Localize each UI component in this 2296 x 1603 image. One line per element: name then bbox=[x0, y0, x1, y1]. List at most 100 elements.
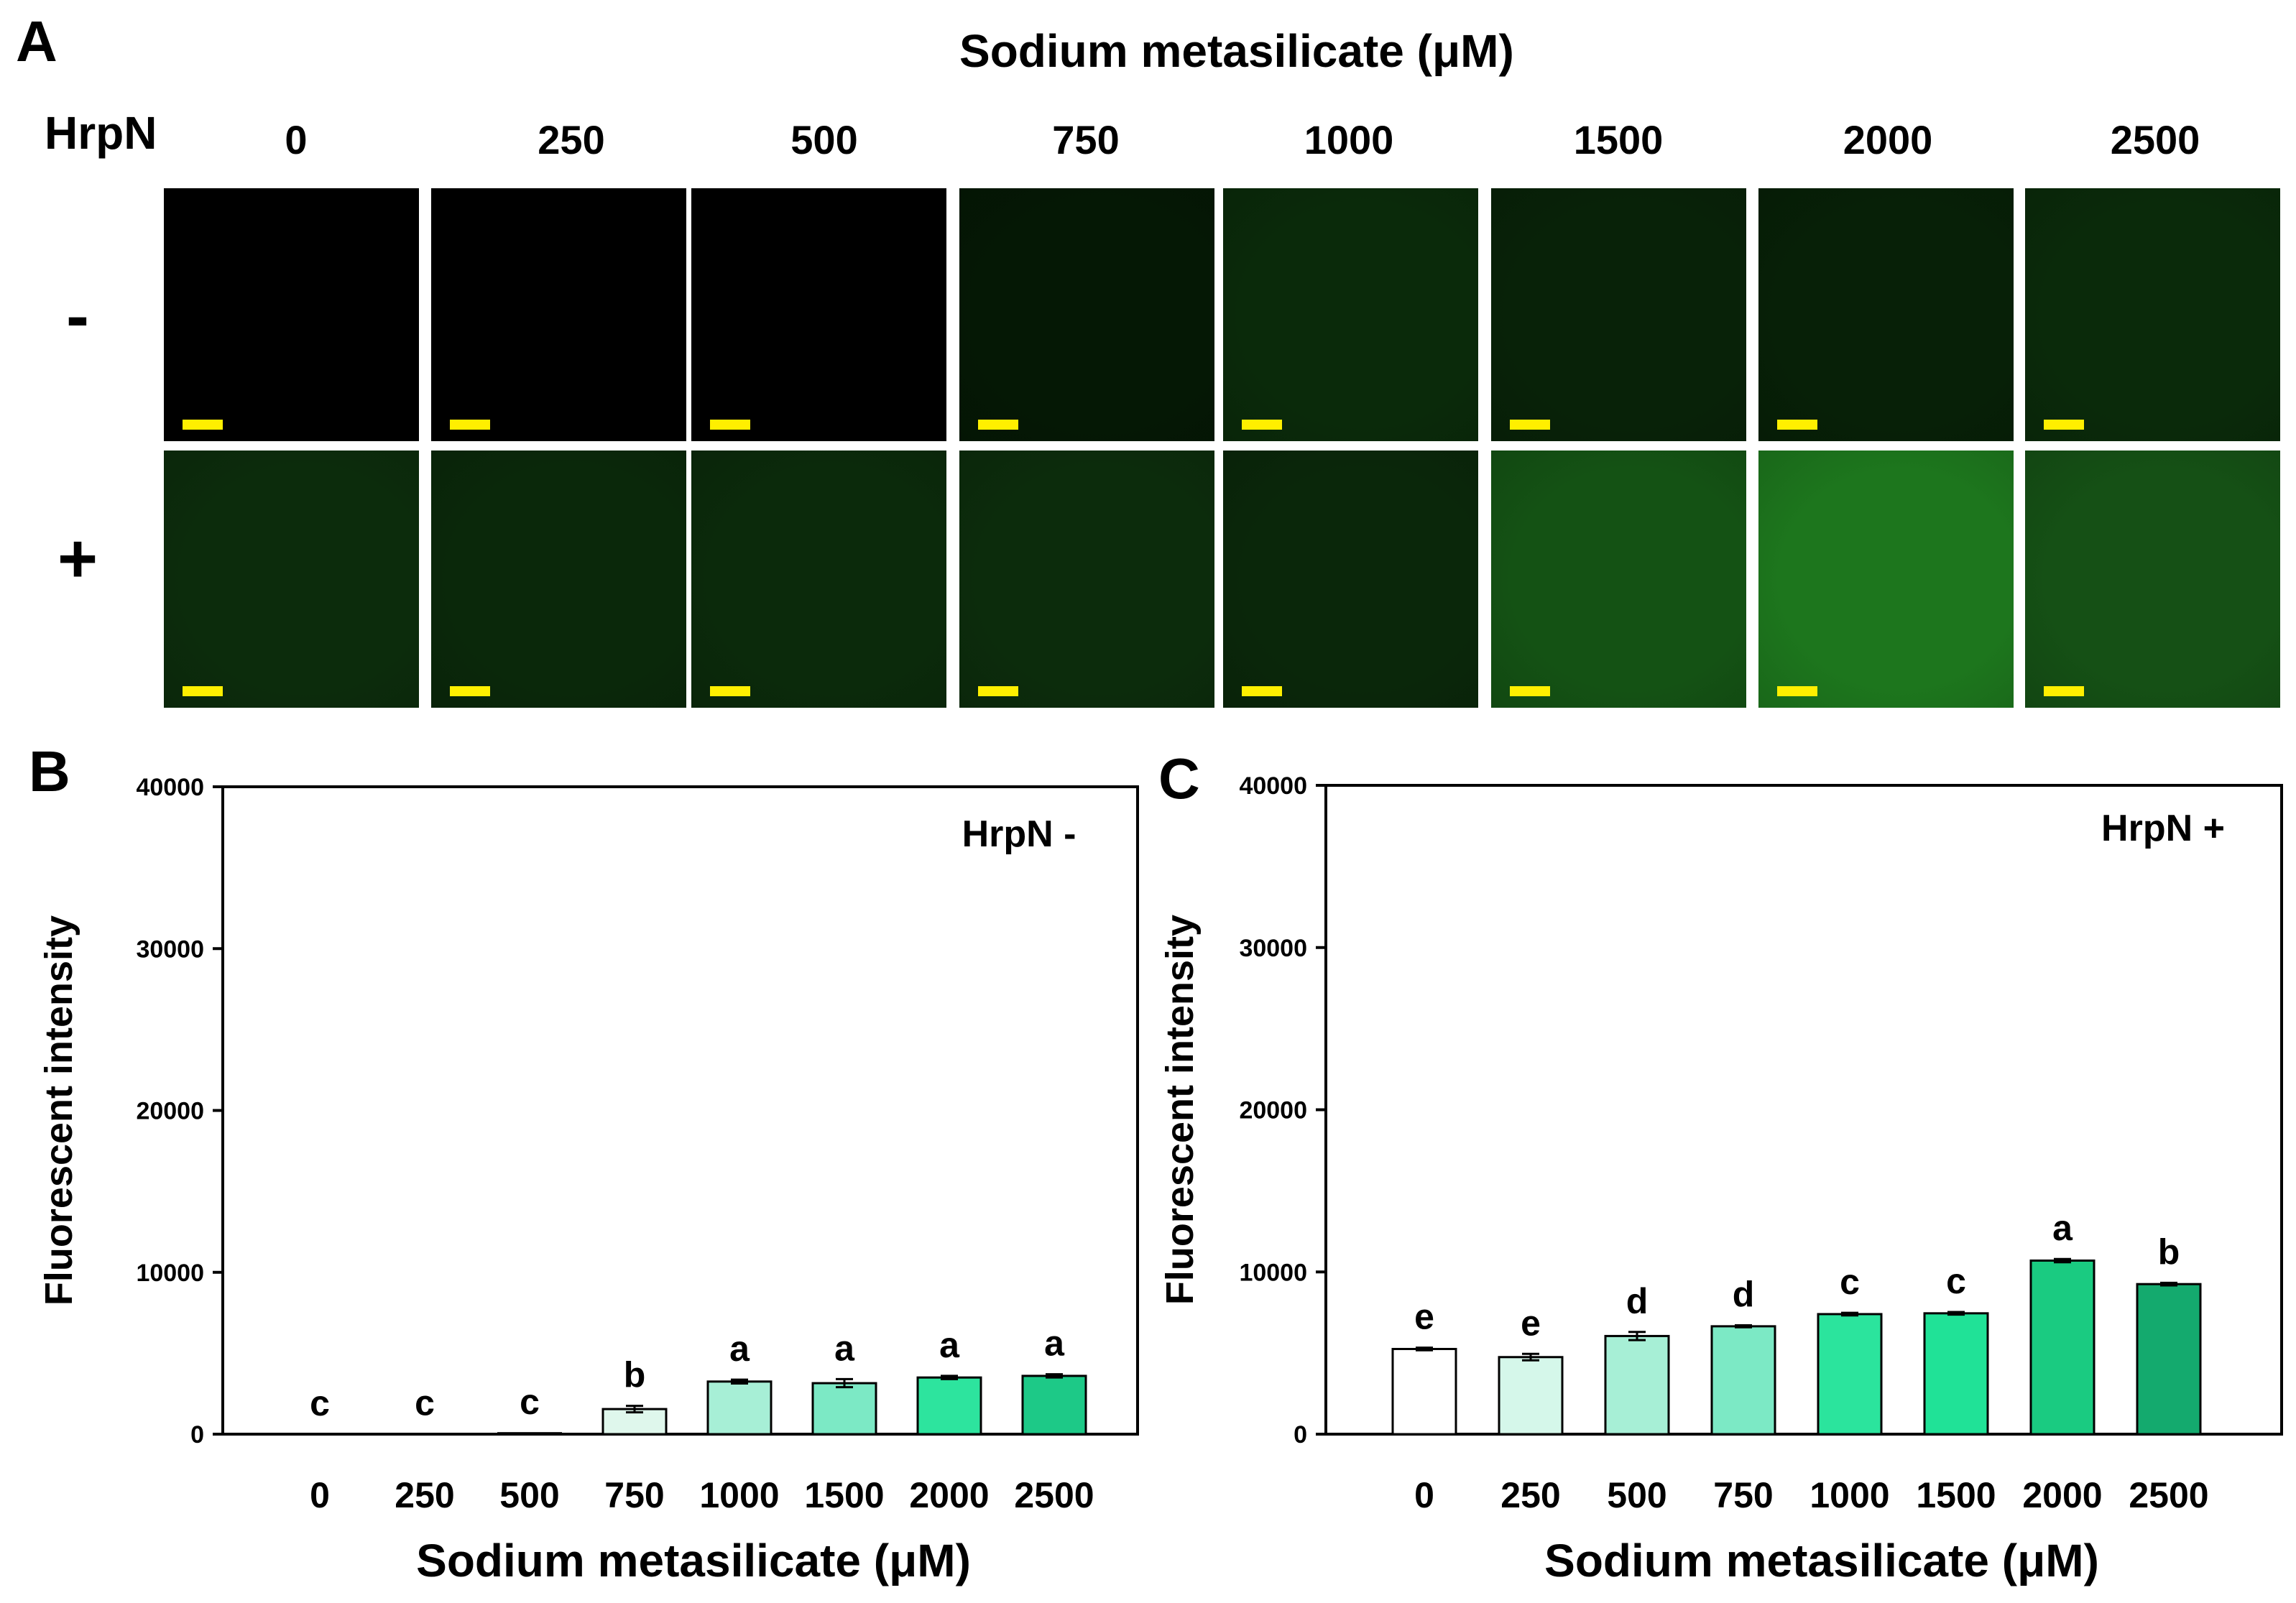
significance-letter: a bbox=[2052, 1208, 2073, 1248]
scale-bar bbox=[1777, 420, 1817, 430]
x-tick-label: 750 bbox=[1713, 1475, 1773, 1515]
scale-bar bbox=[978, 420, 1018, 430]
concentration-label: 0 bbox=[285, 117, 308, 162]
significance-letter: e bbox=[1521, 1303, 1541, 1343]
row-label-minus: - bbox=[66, 277, 89, 354]
x-tick-label: 2500 bbox=[2129, 1475, 2208, 1515]
panel-b-letter: B bbox=[29, 739, 70, 803]
micrograph-tile-plus-250 bbox=[431, 451, 686, 708]
significance-letter: a bbox=[939, 1325, 960, 1365]
y-tick-label: 30000 bbox=[1239, 935, 1307, 962]
y-tick-label: 10000 bbox=[1239, 1259, 1307, 1286]
significance-letter: a bbox=[834, 1328, 855, 1368]
scale-bar bbox=[450, 420, 490, 430]
bar bbox=[497, 1432, 562, 1435]
scale-bar bbox=[710, 420, 750, 430]
scale-bar bbox=[1242, 420, 1282, 430]
bar bbox=[1391, 1347, 1457, 1436]
x-tick-label: 250 bbox=[1500, 1475, 1560, 1515]
significance-letter: d bbox=[1733, 1275, 1755, 1315]
significance-letter: c bbox=[415, 1382, 435, 1423]
concentration-label: 1000 bbox=[1304, 117, 1394, 162]
bar bbox=[1710, 1325, 1776, 1436]
significance-letter: a bbox=[1044, 1323, 1065, 1364]
significance-letter: b bbox=[2158, 1232, 2180, 1272]
x-tick-label: 500 bbox=[499, 1475, 559, 1515]
scale-bar bbox=[1510, 686, 1550, 696]
panel-c-letter: C bbox=[1158, 747, 1200, 810]
micrograph-tile-minus-2000 bbox=[1758, 188, 2014, 441]
micrograph-tile-plus-1000 bbox=[1223, 451, 1478, 708]
bar bbox=[1923, 1312, 1989, 1436]
y-tick-label: 20000 bbox=[1239, 1097, 1307, 1124]
micrograph-tile-minus-2500 bbox=[2025, 188, 2280, 441]
bar bbox=[811, 1382, 877, 1436]
y-axis-title: Fluorescent intensity bbox=[37, 915, 80, 1306]
micrograph-tile-plus-750 bbox=[959, 451, 1214, 708]
x-tick-label: 1500 bbox=[804, 1475, 884, 1515]
bar bbox=[2029, 1259, 2096, 1436]
x-tick-label: 250 bbox=[395, 1475, 454, 1515]
scale-bar bbox=[710, 686, 750, 696]
y-tick-label: 0 bbox=[190, 1421, 204, 1449]
x-tick-label: 2500 bbox=[1014, 1475, 1094, 1515]
micrograph-tile-minus-0 bbox=[164, 188, 419, 441]
y-tick-label: 40000 bbox=[1239, 772, 1307, 800]
x-tick-label: 2000 bbox=[2022, 1475, 2102, 1515]
y-axis-title: Fluorescent intensity bbox=[1158, 915, 1202, 1305]
significance-letter: c bbox=[520, 1382, 540, 1422]
x-tick-label: 0 bbox=[1414, 1475, 1434, 1515]
concentration-label: 2500 bbox=[2110, 117, 2200, 162]
x-tick-label: 1000 bbox=[1809, 1475, 1889, 1515]
significance-letter: e bbox=[1414, 1297, 1434, 1337]
significance-letter: a bbox=[729, 1329, 750, 1369]
micrograph-tile-plus-1500 bbox=[1491, 451, 1746, 708]
bar bbox=[1817, 1313, 1883, 1436]
bar bbox=[706, 1380, 773, 1436]
bar bbox=[2136, 1283, 2202, 1436]
micrograph-tile-plus-2500 bbox=[2025, 451, 2280, 708]
bar bbox=[392, 1433, 457, 1435]
y-tick-label: 40000 bbox=[136, 774, 204, 801]
x-axis-title: Sodium metasilicate (μM) bbox=[416, 1535, 971, 1586]
scale-bar bbox=[2044, 686, 2084, 696]
concentration-label: 1500 bbox=[1573, 117, 1664, 162]
y-tick-label: 30000 bbox=[136, 936, 204, 963]
x-axis-title: Sodium metasilicate (μM) bbox=[1544, 1535, 2099, 1586]
scale-bar bbox=[183, 420, 223, 430]
significance-letter: c bbox=[310, 1383, 330, 1423]
bar bbox=[916, 1376, 982, 1436]
row-label-plus: + bbox=[57, 520, 98, 597]
micrograph-tile-minus-750 bbox=[959, 188, 1214, 441]
x-tick-label: 0 bbox=[310, 1475, 330, 1515]
scale-bar bbox=[1510, 420, 1550, 430]
scale-bar bbox=[183, 686, 223, 696]
panel-a-letter: A bbox=[16, 9, 57, 73]
hrpn-row-header: HrpN bbox=[45, 107, 157, 159]
micrograph-tile-plus-0 bbox=[164, 451, 419, 708]
micrograph-tile-minus-1500 bbox=[1491, 188, 1746, 441]
concentration-label: 250 bbox=[538, 117, 605, 162]
panel-a-title: Sodium metasilicate (μM) bbox=[959, 25, 1514, 77]
y-tick-label: 20000 bbox=[136, 1098, 204, 1125]
significance-letter: d bbox=[1626, 1281, 1649, 1321]
concentration-label: 2000 bbox=[1843, 117, 1933, 162]
y-tick-label: 10000 bbox=[136, 1260, 204, 1287]
series-annotation: HrpN - bbox=[962, 813, 1076, 855]
x-tick-label: 750 bbox=[604, 1475, 664, 1515]
y-tick-label: 0 bbox=[1294, 1421, 1307, 1449]
x-tick-label: 1000 bbox=[699, 1475, 779, 1515]
bar bbox=[1604, 1334, 1670, 1436]
concentration-label: 750 bbox=[1052, 117, 1120, 162]
micrograph-tile-minus-250 bbox=[431, 188, 686, 441]
significance-letter: b bbox=[624, 1355, 646, 1395]
x-tick-label: 1500 bbox=[1916, 1475, 1996, 1515]
significance-letter: c bbox=[1946, 1261, 1966, 1301]
bar bbox=[1498, 1356, 1564, 1436]
scale-bar bbox=[2044, 420, 2084, 430]
scale-bar bbox=[1777, 686, 1817, 696]
x-tick-label: 2000 bbox=[909, 1475, 989, 1515]
micrograph-tile-minus-500 bbox=[691, 188, 946, 441]
